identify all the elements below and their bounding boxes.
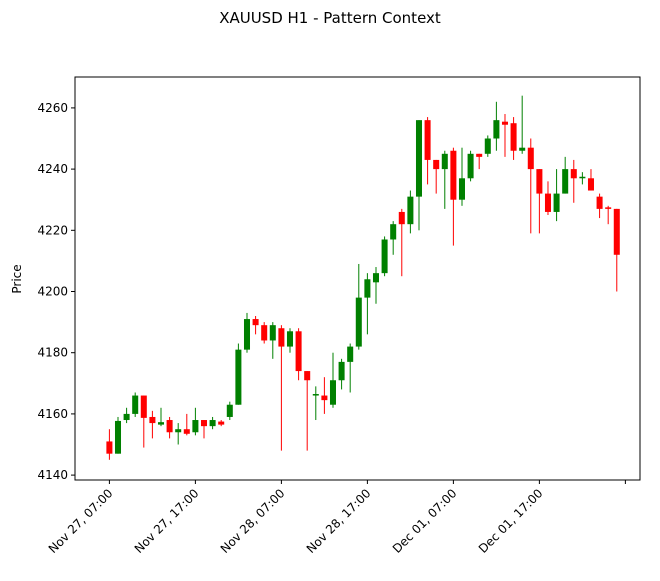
candle-body (570, 169, 577, 179)
candle-body (269, 325, 276, 341)
candle-body (527, 147, 534, 170)
candle-body (476, 153, 483, 157)
x-tick-label: Nov 28, 17:00 (304, 486, 374, 556)
candle-body (209, 420, 216, 427)
candle-body (510, 123, 517, 151)
candle-body (338, 361, 345, 381)
candle-body (175, 429, 182, 433)
candle-body (553, 193, 560, 212)
candle-body (114, 420, 122, 454)
plot-frame (74, 76, 641, 481)
y-tick-label: 4180 (37, 346, 68, 360)
candle-body (605, 207, 612, 209)
candle-body (149, 416, 156, 424)
candle-body (390, 224, 397, 240)
y-tick-label: 4260 (37, 101, 68, 115)
candle-body (321, 395, 328, 401)
candle-body (355, 297, 362, 347)
candle-body (235, 349, 242, 405)
candle-body (261, 325, 268, 341)
y-axis-label: Price (10, 264, 24, 293)
candle-body (467, 153, 474, 179)
candle-body (157, 422, 165, 425)
candle-body (278, 328, 285, 347)
x-tick-label: Nov 28, 07:00 (218, 486, 288, 556)
candle-body (587, 178, 594, 191)
candle-body (441, 153, 448, 170)
candle-body (415, 120, 422, 197)
candle-body (433, 159, 440, 170)
chart-title: XAUUSD H1 - Pattern Context (219, 9, 441, 27)
candle-body (484, 138, 491, 154)
y-tick-label: 4140 (37, 468, 68, 482)
candle-body (200, 420, 208, 427)
candle-body (364, 279, 371, 298)
candle-body (544, 193, 551, 212)
y-tick-label: 4200 (37, 285, 68, 299)
candle-body (123, 413, 130, 421)
x-tick-label: Nov 27, 07:00 (46, 486, 116, 556)
candle-body (450, 150, 457, 200)
candle-body (501, 121, 508, 125)
candle-body (562, 169, 569, 194)
x-tick-label: Dec 01, 17:00 (476, 486, 546, 556)
candle-body (493, 120, 500, 139)
candle-body (613, 208, 620, 255)
y-tick-label: 4240 (37, 162, 68, 176)
candle-body (579, 176, 586, 179)
candle-body (381, 239, 388, 274)
candle-body (519, 147, 526, 151)
candle-body (458, 178, 465, 200)
candle-body (312, 394, 319, 396)
candle-body (329, 380, 337, 405)
candle-body (424, 120, 431, 160)
x-tick-label: Nov 27, 17:00 (132, 486, 202, 556)
y-tick-label: 4160 (37, 407, 68, 421)
y-tick-label: 4220 (37, 223, 68, 237)
candle-body (407, 196, 414, 225)
candle-body (243, 319, 251, 350)
candle-body (304, 371, 311, 381)
candle-body (218, 421, 225, 425)
candle-body (295, 331, 302, 372)
candle-body (596, 196, 603, 209)
candle-body (192, 420, 199, 433)
candle-body (166, 420, 173, 433)
candle-body (140, 395, 147, 418)
candle-body (183, 429, 190, 434)
candle-body (106, 441, 113, 454)
candle-body (252, 319, 259, 326)
x-tick-label: Dec 01, 07:00 (390, 486, 460, 556)
candle-body (226, 404, 233, 417)
candle-body (286, 331, 294, 347)
candle-body (398, 211, 405, 225)
candle-body (536, 169, 543, 194)
candle-body (347, 346, 354, 362)
candle-body (132, 395, 139, 414)
candle-body (372, 273, 379, 283)
